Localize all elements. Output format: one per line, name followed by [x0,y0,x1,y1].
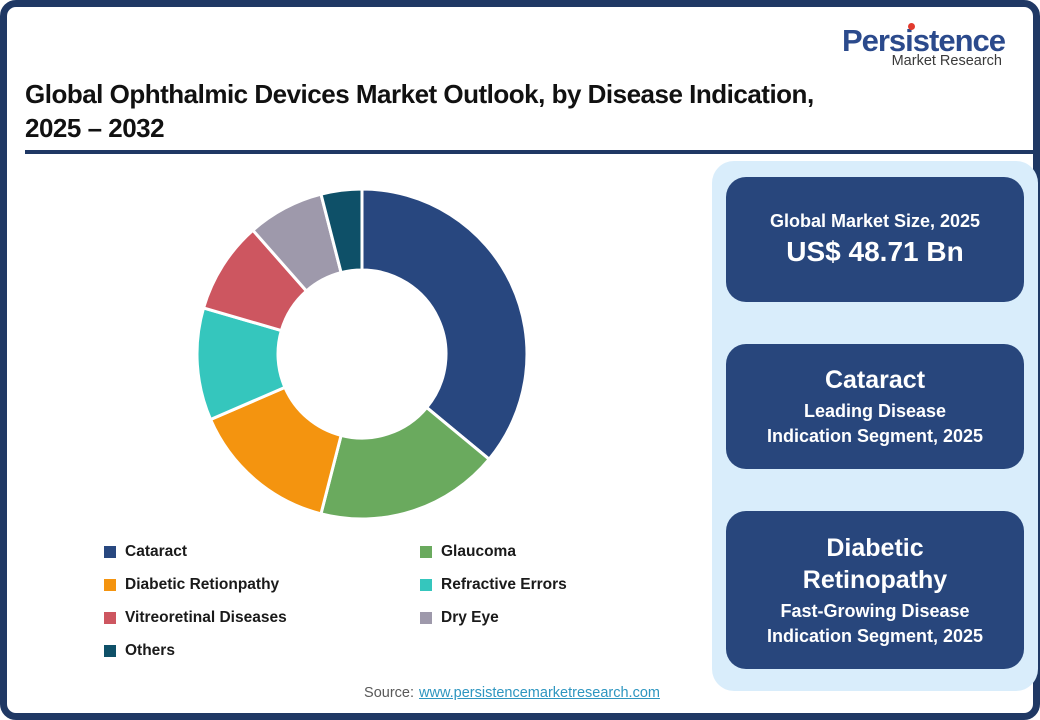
market-size-value: US$ 48.71 Bn [786,236,964,267]
legend-item: Cataract [104,541,420,562]
leading-segment-subtitle: Leading Disease Indication Segment, 2025 [766,401,984,446]
donut-slice [360,187,529,462]
legend-swatch-icon [420,611,432,624]
legend-item: Glaucoma [420,541,704,562]
legend-label: Dry Eye [441,608,499,626]
title-line-1: Global Ophthalmic Devices Market Outlook… [25,79,814,109]
fast-growing-segment-card: Diabetic Retinopathy Fast-Growing Diseas… [726,511,1024,669]
market-size-title: Global Market Size, 2025 [769,211,981,231]
legend-swatch-icon [420,578,432,591]
donut-slice [319,405,492,521]
legend-label: Others [125,641,175,659]
title-line-2: 2025 – 2032 [25,113,165,143]
market-size-card: Global Market Size, 2025 US$ 48.71 Bn [726,177,1024,302]
legend-label: Glaucoma [441,542,516,560]
legend-swatch-icon [104,644,116,657]
highlights-panel: Global Market Size, 2025 US$ 48.71 Bn Ca… [712,161,1038,691]
source-label: Source: [364,685,415,701]
legend-item: Refractive Errors [420,574,704,595]
brand-tagline: Market Research [891,53,1002,69]
brand-name: Persistence [841,23,1006,58]
legend-item: Vitreoretinal Diseases [104,607,420,628]
fast-growing-segment-subtitle: Fast-Growing Disease Indication Segment,… [766,600,984,646]
page-title: Global Ophthalmic Devices Market Outlook… [25,77,814,145]
legend-label: Vitreoretinal Diseases [125,608,287,626]
source-line: Source: www.persistencemarketresearch.com [7,685,1017,701]
legend-item: Diabetic Retionpathy [104,574,420,595]
legend-item: Dry Eye [420,607,704,628]
title-underline [25,150,1037,154]
fast-growing-segment-title: Diabetic Retinopathy [802,533,948,594]
legend-item: Others [104,640,420,661]
source-link[interactable]: www.persistencemarketresearch.com [419,685,660,701]
legend-swatch-icon [420,545,432,558]
logo-red-dot-icon [907,23,915,30]
legend-label: Diabetic Retionpathy [125,575,280,593]
chart-legend: Cataract Glaucoma Diabetic Retionpathy Refr… [104,541,704,661]
brand-logo: Persistence Market Research [841,23,1006,69]
leading-segment-title: Cataract [824,366,926,394]
legend-label: Cataract [125,542,188,560]
legend-swatch-icon [104,611,116,624]
donut-slice [319,187,364,275]
leading-segment-card: Cataract Leading Disease Indication Segm… [726,344,1024,469]
legend-swatch-icon [104,545,116,558]
legend-swatch-icon [104,578,116,591]
legend-label: Refractive Errors [441,575,567,593]
donut-chart [195,187,529,521]
